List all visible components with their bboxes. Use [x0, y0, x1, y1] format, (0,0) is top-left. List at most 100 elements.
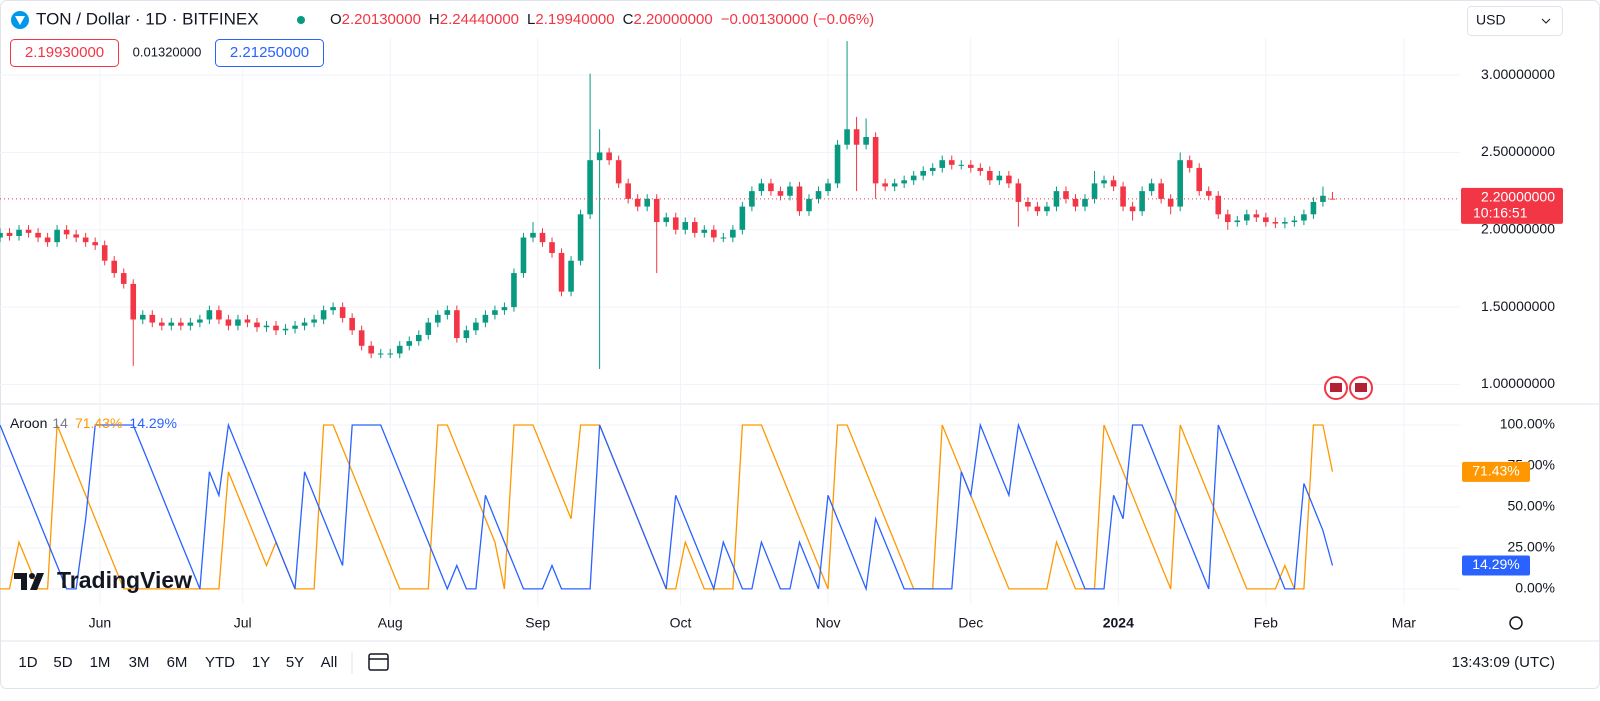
candle-body: [0, 232, 3, 238]
change: −0.00130000 (−0.06%): [721, 11, 874, 28]
candle-body: [520, 237, 527, 274]
range-button[interactable]: All: [321, 654, 338, 671]
candle-body: [511, 273, 517, 308]
countdown: 10:16:51: [1473, 205, 1528, 221]
candle-body: [1263, 217, 1269, 223]
candle-body: [101, 245, 108, 261]
candle-body: [1006, 175, 1012, 184]
range-button[interactable]: 1D: [18, 654, 37, 671]
range-button[interactable]: 5Y: [286, 654, 304, 671]
chevron: [1541, 18, 1551, 24]
candle-body: [111, 260, 118, 274]
candle-body: [1253, 214, 1260, 218]
candle-body: [178, 322, 184, 326]
candle-body: [1015, 183, 1022, 202]
sell-button[interactable]: [10, 39, 119, 67]
candle-body: [663, 217, 670, 223]
candle-body: [1215, 195, 1222, 215]
range-button[interactable]: 1M: [90, 654, 111, 671]
candle-body: [910, 175, 917, 181]
range-button[interactable]: 6M: [167, 654, 188, 671]
candle-body: [377, 353, 384, 355]
candle-body: [939, 160, 946, 168]
x-tick-label: Jul: [234, 615, 252, 631]
candle-body: [168, 322, 175, 326]
candle-body: [711, 229, 717, 238]
candle-body: [691, 222, 698, 233]
currency[interactable]: USD: [1476, 12, 1506, 28]
ohlc-value: 2.20000000: [633, 11, 712, 28]
candle-body: [1148, 183, 1155, 192]
range-button[interactable]: YTD: [205, 654, 235, 671]
candle-body: [587, 160, 593, 215]
candle-body: [1205, 191, 1212, 196]
candle-body: [25, 229, 32, 233]
candle-body: [282, 328, 289, 331]
bid-price[interactable]: 2.19930000: [25, 44, 104, 61]
candle-body: [235, 319, 241, 326]
candle-body: [768, 183, 774, 192]
range-button[interactable]: 5D: [53, 654, 72, 671]
candle-body: [92, 242, 98, 246]
currency-select[interactable]: [1467, 6, 1563, 36]
brand[interactable]: TradingView: [57, 567, 192, 593]
candle-body: [139, 314, 146, 320]
candle-body: [1072, 198, 1079, 207]
calendar-icon[interactable]: [368, 653, 389, 671]
candle-body: [958, 164, 965, 166]
clock[interactable]: 13:43:09 (UTC): [1452, 654, 1555, 671]
candle-body: [1044, 206, 1050, 212]
ohlc-key: L: [527, 11, 535, 28]
flag-icon: [1355, 383, 1367, 392]
candle-body: [967, 164, 974, 168]
indicator-period: 14: [52, 415, 68, 431]
x-tick-label: Dec: [958, 615, 983, 631]
candle-body: [634, 198, 641, 207]
candle-body: [1120, 186, 1126, 207]
candle-body: [35, 232, 41, 238]
y-tick-label: 1.50000000: [1481, 298, 1555, 314]
candle-body: [977, 167, 984, 172]
buy-button[interactable]: [215, 39, 324, 67]
brand-logo: [14, 573, 44, 590]
candle-body: [701, 229, 708, 233]
symbol-title[interactable]: TON / Dollar · 1D · BITFINEX: [36, 9, 259, 28]
last-price-label: 2.20000000: [1481, 189, 1555, 205]
settings-icon[interactable]: [1509, 616, 1523, 630]
candle-body: [1320, 195, 1326, 202]
candle-body: [63, 229, 70, 235]
ohlc-value: 2.19940000: [535, 11, 614, 28]
y-tick-label: 0.00%: [1515, 580, 1555, 596]
candle-body: [796, 186, 803, 212]
candle-body: [330, 307, 336, 311]
candle-body: [225, 319, 232, 326]
candle-body: [444, 310, 451, 315]
candle-body: [368, 345, 374, 354]
x-tick-label: Nov: [816, 615, 841, 631]
y-tick-label: 50.00%: [1508, 498, 1555, 514]
candle-body: [482, 314, 489, 323]
candle-body: [320, 310, 327, 320]
ohlc-key: O: [330, 11, 342, 28]
spread: 0.01320000: [133, 44, 202, 59]
ask-price[interactable]: 2.21250000: [230, 44, 309, 61]
candle-body: [1034, 206, 1041, 212]
candle-body: [1244, 214, 1250, 221]
candle-body: [1167, 198, 1174, 207]
candle-body: [920, 171, 927, 176]
candle-body: [901, 180, 907, 184]
candle-body: [273, 325, 279, 331]
candle-body: [653, 198, 660, 223]
x-tick-label: Aug: [378, 615, 403, 631]
y-tick-label: 3.00000000: [1481, 66, 1555, 82]
candle-body: [197, 319, 203, 323]
candle-body: [1091, 183, 1098, 199]
candle-body: [806, 198, 812, 212]
candle-body: [853, 129, 860, 145]
candle-body: [216, 310, 222, 320]
range-button[interactable]: 1Y: [252, 654, 270, 671]
x-tick-label: Jun: [89, 615, 112, 631]
range-button[interactable]: 3M: [129, 654, 150, 671]
candle-body: [834, 144, 841, 184]
candle-body: [1282, 222, 1288, 224]
